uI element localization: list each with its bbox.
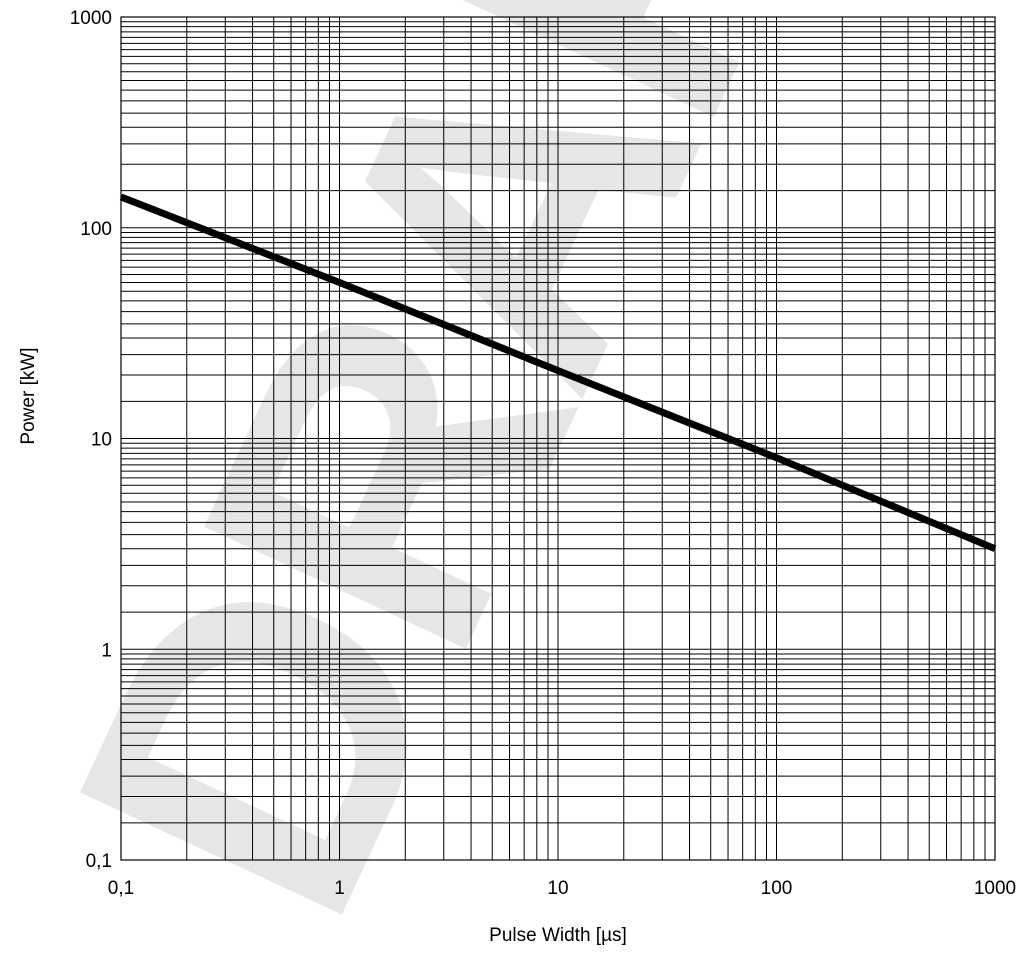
x-tick-labels: 0,1 1 10 100 1000	[108, 878, 1016, 899]
x-tick-label: 1	[334, 878, 345, 899]
x-axis-label: Pulse Width [µs]	[489, 925, 627, 946]
series-line	[119, 193, 997, 552]
series-group	[119, 193, 997, 552]
x-tick-label: 1000	[974, 878, 1016, 899]
y-tick-label: 100	[80, 219, 112, 240]
y-tick-labels: 0,1 1 10 100 1000	[70, 8, 112, 872]
grid	[120, 17, 995, 861]
y-tick-label: 0,1	[86, 851, 112, 872]
y-tick-label: 10	[91, 430, 112, 451]
y-tick-label: 1	[101, 640, 112, 661]
y-tick-label: 1000	[70, 8, 112, 29]
draft-watermark: DRAFT	[0, 0, 996, 954]
x-tick-label: 0,1	[108, 878, 134, 899]
y-axis-label: Power [kW]	[18, 347, 39, 444]
x-tick-label: 100	[761, 878, 793, 899]
x-tick-label: 10	[547, 878, 568, 899]
plot-frame	[120, 16, 996, 861]
